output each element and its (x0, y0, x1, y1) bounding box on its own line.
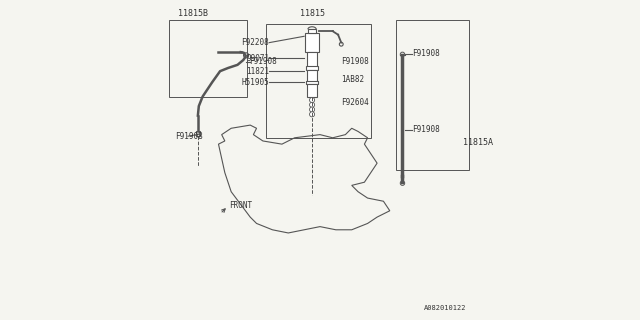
Bar (307, 52, 317, 68)
Text: 99071: 99071 (246, 54, 269, 63)
Circle shape (310, 102, 315, 107)
Text: A082010122: A082010122 (424, 305, 466, 310)
Bar (306, 81, 318, 84)
Text: F92208: F92208 (241, 38, 269, 47)
Text: F92604: F92604 (342, 99, 369, 108)
Text: F91908: F91908 (250, 57, 277, 66)
Circle shape (310, 112, 315, 117)
Bar (196, 132, 200, 136)
Text: FRONT: FRONT (228, 201, 252, 210)
Text: 1AB82: 1AB82 (342, 75, 365, 84)
Text: 11815B: 11815B (178, 9, 208, 18)
Bar (306, 67, 318, 69)
Bar (307, 84, 317, 97)
Text: 11815: 11815 (300, 9, 324, 18)
Bar (308, 29, 316, 33)
Bar (305, 33, 319, 52)
Text: F91908: F91908 (175, 132, 202, 141)
Text: 11815A: 11815A (463, 138, 493, 147)
Circle shape (310, 98, 315, 103)
Bar (306, 81, 318, 84)
Circle shape (310, 107, 315, 112)
Text: F91908: F91908 (342, 57, 369, 66)
Text: 11821: 11821 (246, 67, 269, 76)
Text: F91908: F91908 (412, 125, 440, 134)
Bar (307, 69, 317, 82)
Text: H51905: H51905 (241, 78, 269, 87)
Text: F91908: F91908 (412, 49, 440, 58)
